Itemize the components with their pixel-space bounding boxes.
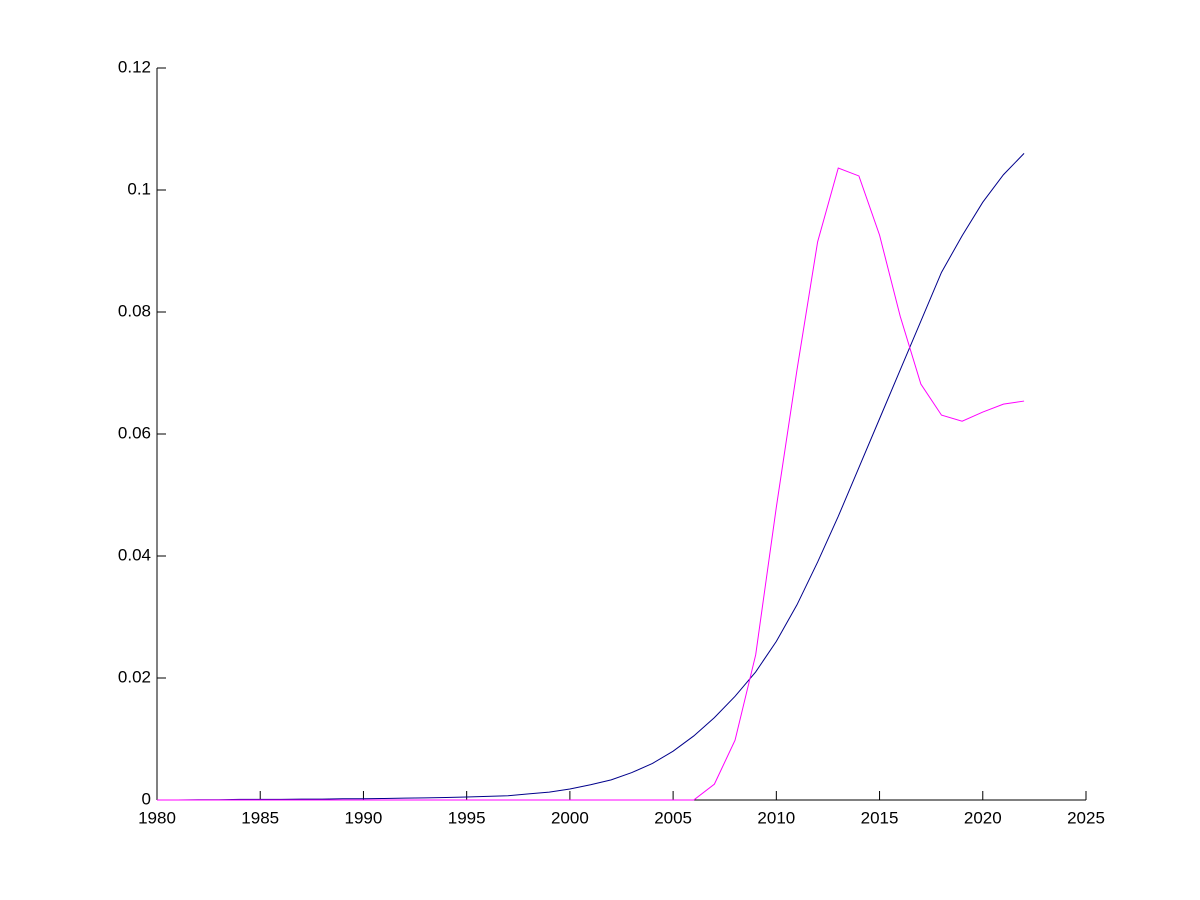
y-tick-label: 0.08: [118, 301, 151, 320]
x-tick-label: 1985: [241, 808, 279, 827]
x-tick-label: 2020: [964, 808, 1002, 827]
x-tick-label: 2015: [861, 808, 899, 827]
series-line: [157, 167, 1025, 801]
series-line: [157, 153, 1025, 801]
y-tick-label: 0.06: [118, 423, 151, 442]
x-tick-label: 2000: [551, 808, 589, 827]
y-tick-label: 0.12: [118, 57, 151, 76]
x-tick-label: 1980: [138, 808, 176, 827]
x-tick-label: 1995: [448, 808, 486, 827]
x-tick-label: 2025: [1067, 808, 1105, 827]
y-tick-label: 0.04: [118, 545, 151, 564]
x-tick-label: 2005: [654, 808, 692, 827]
y-tick-label: 0.1: [127, 179, 151, 198]
x-tick-label: 1990: [345, 808, 383, 827]
y-tick-label: 0.02: [118, 667, 151, 686]
y-tick-label: 0: [142, 789, 151, 808]
x-tick-label: 2010: [757, 808, 795, 827]
